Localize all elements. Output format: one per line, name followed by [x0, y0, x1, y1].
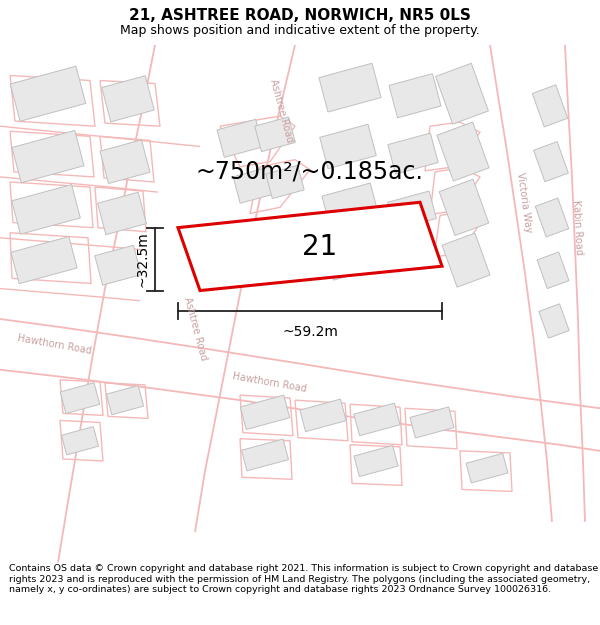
Text: Hawthorn Road: Hawthorn Road: [17, 333, 93, 356]
Polygon shape: [266, 166, 304, 199]
Text: Ashtree Road: Ashtree Road: [268, 78, 294, 144]
Polygon shape: [217, 119, 263, 158]
Polygon shape: [388, 133, 438, 174]
Text: 21: 21: [302, 232, 338, 261]
Polygon shape: [354, 403, 400, 436]
Text: Contains OS data © Crown copyright and database right 2021. This information is : Contains OS data © Crown copyright and d…: [9, 564, 598, 594]
Polygon shape: [533, 142, 568, 182]
Polygon shape: [300, 399, 346, 432]
Polygon shape: [106, 386, 143, 415]
Text: ~750m²/~0.185ac.: ~750m²/~0.185ac.: [195, 160, 423, 184]
Text: Hawthorn Road: Hawthorn Road: [232, 371, 308, 394]
Text: Map shows position and indicative extent of the property.: Map shows position and indicative extent…: [120, 24, 480, 37]
Polygon shape: [466, 453, 508, 483]
Text: Kabin Road: Kabin Road: [571, 200, 583, 256]
Polygon shape: [539, 304, 569, 338]
Polygon shape: [61, 427, 98, 455]
Polygon shape: [532, 85, 568, 127]
Text: 21, ASHTREE ROAD, NORWICH, NR5 0LS: 21, ASHTREE ROAD, NORWICH, NR5 0LS: [129, 8, 471, 23]
Polygon shape: [388, 191, 436, 230]
Polygon shape: [60, 382, 100, 414]
Polygon shape: [100, 140, 150, 184]
Polygon shape: [436, 63, 488, 124]
Polygon shape: [535, 198, 569, 237]
Polygon shape: [389, 74, 441, 118]
Polygon shape: [437, 122, 489, 181]
Polygon shape: [439, 179, 489, 236]
Polygon shape: [537, 252, 569, 289]
Polygon shape: [354, 446, 398, 477]
Polygon shape: [11, 184, 80, 234]
Polygon shape: [410, 407, 454, 438]
Polygon shape: [319, 63, 381, 112]
Polygon shape: [10, 66, 86, 121]
Polygon shape: [326, 240, 380, 280]
Text: Victoria Way: Victoria Way: [515, 171, 533, 233]
Polygon shape: [255, 117, 295, 152]
Text: ~59.2m: ~59.2m: [282, 325, 338, 339]
Polygon shape: [233, 167, 277, 203]
Polygon shape: [320, 124, 376, 169]
Polygon shape: [98, 192, 146, 234]
Polygon shape: [240, 395, 290, 429]
Polygon shape: [95, 245, 141, 285]
Polygon shape: [442, 233, 490, 287]
Polygon shape: [102, 76, 154, 122]
Polygon shape: [11, 236, 77, 284]
Polygon shape: [12, 131, 84, 182]
Polygon shape: [178, 202, 442, 291]
Text: ~32.5m: ~32.5m: [135, 231, 149, 287]
Polygon shape: [322, 183, 378, 226]
Polygon shape: [242, 439, 289, 471]
Text: Ashtree Road: Ashtree Road: [182, 296, 208, 362]
